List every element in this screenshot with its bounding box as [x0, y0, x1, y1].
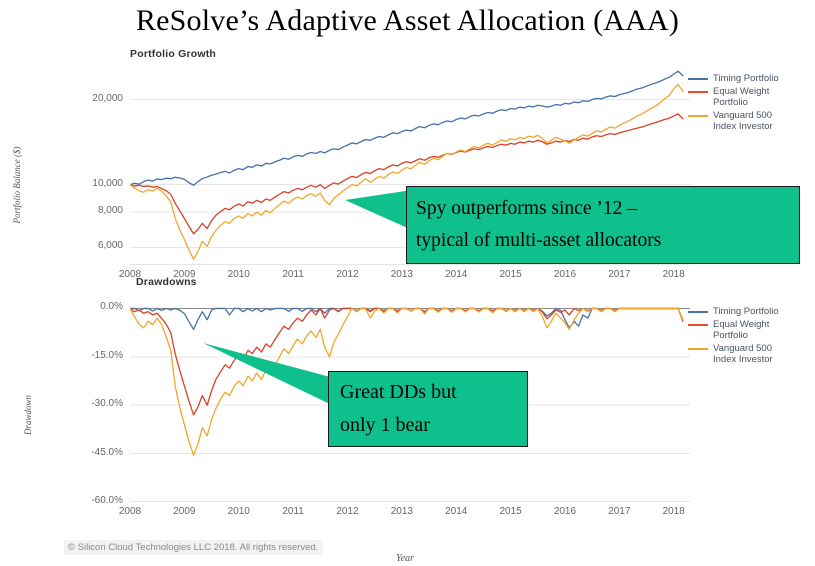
- legend-swatch-equal-weight: [688, 323, 708, 326]
- x-tick-label: 2013: [390, 269, 413, 280]
- legend-label-equal-weight: Equal Weight Portfolio: [713, 318, 770, 342]
- legend-swatch-vanguard: [688, 114, 708, 117]
- x-tick-label: 2008: [118, 506, 142, 517]
- x-tick-label: 2016: [553, 269, 577, 280]
- x-tick-label: 2014: [445, 506, 468, 517]
- legend-item[interactable]: Equal Weight Portfolio: [688, 319, 797, 342]
- legend-label-vanguard: Vanguard 500 Index Investor: [713, 342, 773, 366]
- drawdowns-plot: [130, 307, 690, 502]
- series-line: [130, 307, 684, 331]
- y-tick-label: 10,000: [92, 177, 123, 189]
- drawdown-callout-line-1: Great DDs but: [340, 381, 457, 403]
- portfolio-growth-chart: Portfolio Growth Portfolio Balance ($) 6…: [0, 40, 815, 290]
- copyright-notice: © Silicon Cloud Technologies LLC 2018. A…: [64, 540, 324, 555]
- growth-callout-line-2: typical of multi-asset allocators: [416, 230, 662, 251]
- legend-label-equal-weight: Equal Weight Portfolio: [713, 85, 770, 109]
- growth-callout: Spy outperforms since ’12 – typical of m…: [340, 186, 800, 266]
- legend-item[interactable]: Vanguard 500 Index Investor: [688, 343, 797, 366]
- legend-item[interactable]: Equal Weight Portfolio: [688, 86, 797, 109]
- legend-swatch-timing: [688, 311, 708, 313]
- legend-item[interactable]: Timing Portfolio: [688, 306, 797, 318]
- series-line: [130, 83, 684, 260]
- legend-item[interactable]: Vanguard 500 Index Investor: [688, 110, 797, 133]
- growth-callout-tail: [345, 190, 412, 230]
- growth-callout-line-1: Spy outperforms since ’12 –: [416, 198, 637, 219]
- y-tick-label: -45.0%: [91, 446, 123, 458]
- x-tick-label: 2008: [118, 269, 142, 280]
- legend-swatch-timing: [688, 78, 708, 80]
- x-tick-label: 2014: [445, 269, 468, 280]
- y-tick-label: -60.0%: [91, 495, 123, 506]
- drawdowns-ylabel: Drawdown: [23, 395, 33, 436]
- y-tick-label: 0.0%: [100, 301, 123, 313]
- x-tick-label: 2010: [227, 269, 250, 280]
- x-tick-label: 2015: [499, 269, 522, 280]
- portfolio-growth-legend: Timing Portfolio Equal Weight Portfolio …: [688, 73, 797, 134]
- portfolio-growth-ylabel: Portfolio Balance ($): [12, 146, 22, 224]
- x-tick-label: 2017: [608, 269, 631, 280]
- x-tick-label: 2016: [553, 506, 577, 517]
- x-tick-label: 2012: [336, 269, 359, 280]
- y-tick-label: 6,000: [97, 240, 123, 252]
- legend-swatch-equal-weight: [688, 90, 708, 93]
- page-title: ReSolve’s Adaptive Asset Allocation (AAA…: [135, 4, 680, 37]
- drawdown-callout-tail: [203, 343, 334, 406]
- x-tick-label: 2018: [662, 506, 685, 517]
- x-tick-label: 2011: [282, 269, 304, 280]
- y-tick-label: 8,000: [97, 205, 123, 217]
- y-tick-label: -30.0%: [91, 398, 123, 410]
- legend-label-vanguard: Vanguard 500 Index Investor: [713, 109, 773, 133]
- series-line: [130, 70, 684, 186]
- x-tick-label: 2018: [662, 269, 685, 280]
- y-tick-label: 20,000: [92, 92, 123, 104]
- x-tick-label: 2009: [173, 269, 196, 280]
- x-tick-label: 2013: [390, 506, 413, 517]
- series-line: [130, 307, 684, 456]
- series-line: [130, 113, 684, 235]
- x-tick-label: 2012: [336, 506, 359, 517]
- drawdown-callout-box: Great DDs but only 1 bear: [328, 371, 528, 447]
- portfolio-growth-title: Portfolio Growth: [130, 48, 217, 60]
- legend-item[interactable]: Timing Portfolio: [688, 73, 797, 85]
- drawdowns-chart: Drawdowns Drawdown 0.0% -15.0% -30.0% -45.0…: [0, 272, 815, 564]
- x-tick-label: 2017: [608, 506, 631, 517]
- x-tick-label: 2011: [282, 506, 304, 517]
- x-tick-label: 2010: [227, 506, 250, 517]
- drawdown-callout-line-2: only 1 bear: [340, 414, 430, 436]
- x-tick-label: 2009: [173, 506, 196, 517]
- legend-label-timing: Timing Portfolio: [713, 306, 779, 317]
- legend-swatch-vanguard: [688, 347, 708, 350]
- x-tick-label: 2015: [499, 506, 522, 517]
- legend-label-timing: Timing Portfolio: [713, 73, 779, 84]
- growth-callout-box: Spy outperforms since ’12 – typical of m…: [406, 186, 800, 264]
- drawdowns-title: Drawdowns: [136, 276, 197, 288]
- drawdowns-legend: Timing Portfolio Equal Weight Portfolio …: [688, 306, 797, 367]
- y-tick-label: -15.0%: [91, 349, 123, 361]
- drawdowns-xlabel: Year: [396, 553, 414, 564]
- drawdown-callout: Great DDs but only 1 bear: [200, 338, 530, 454]
